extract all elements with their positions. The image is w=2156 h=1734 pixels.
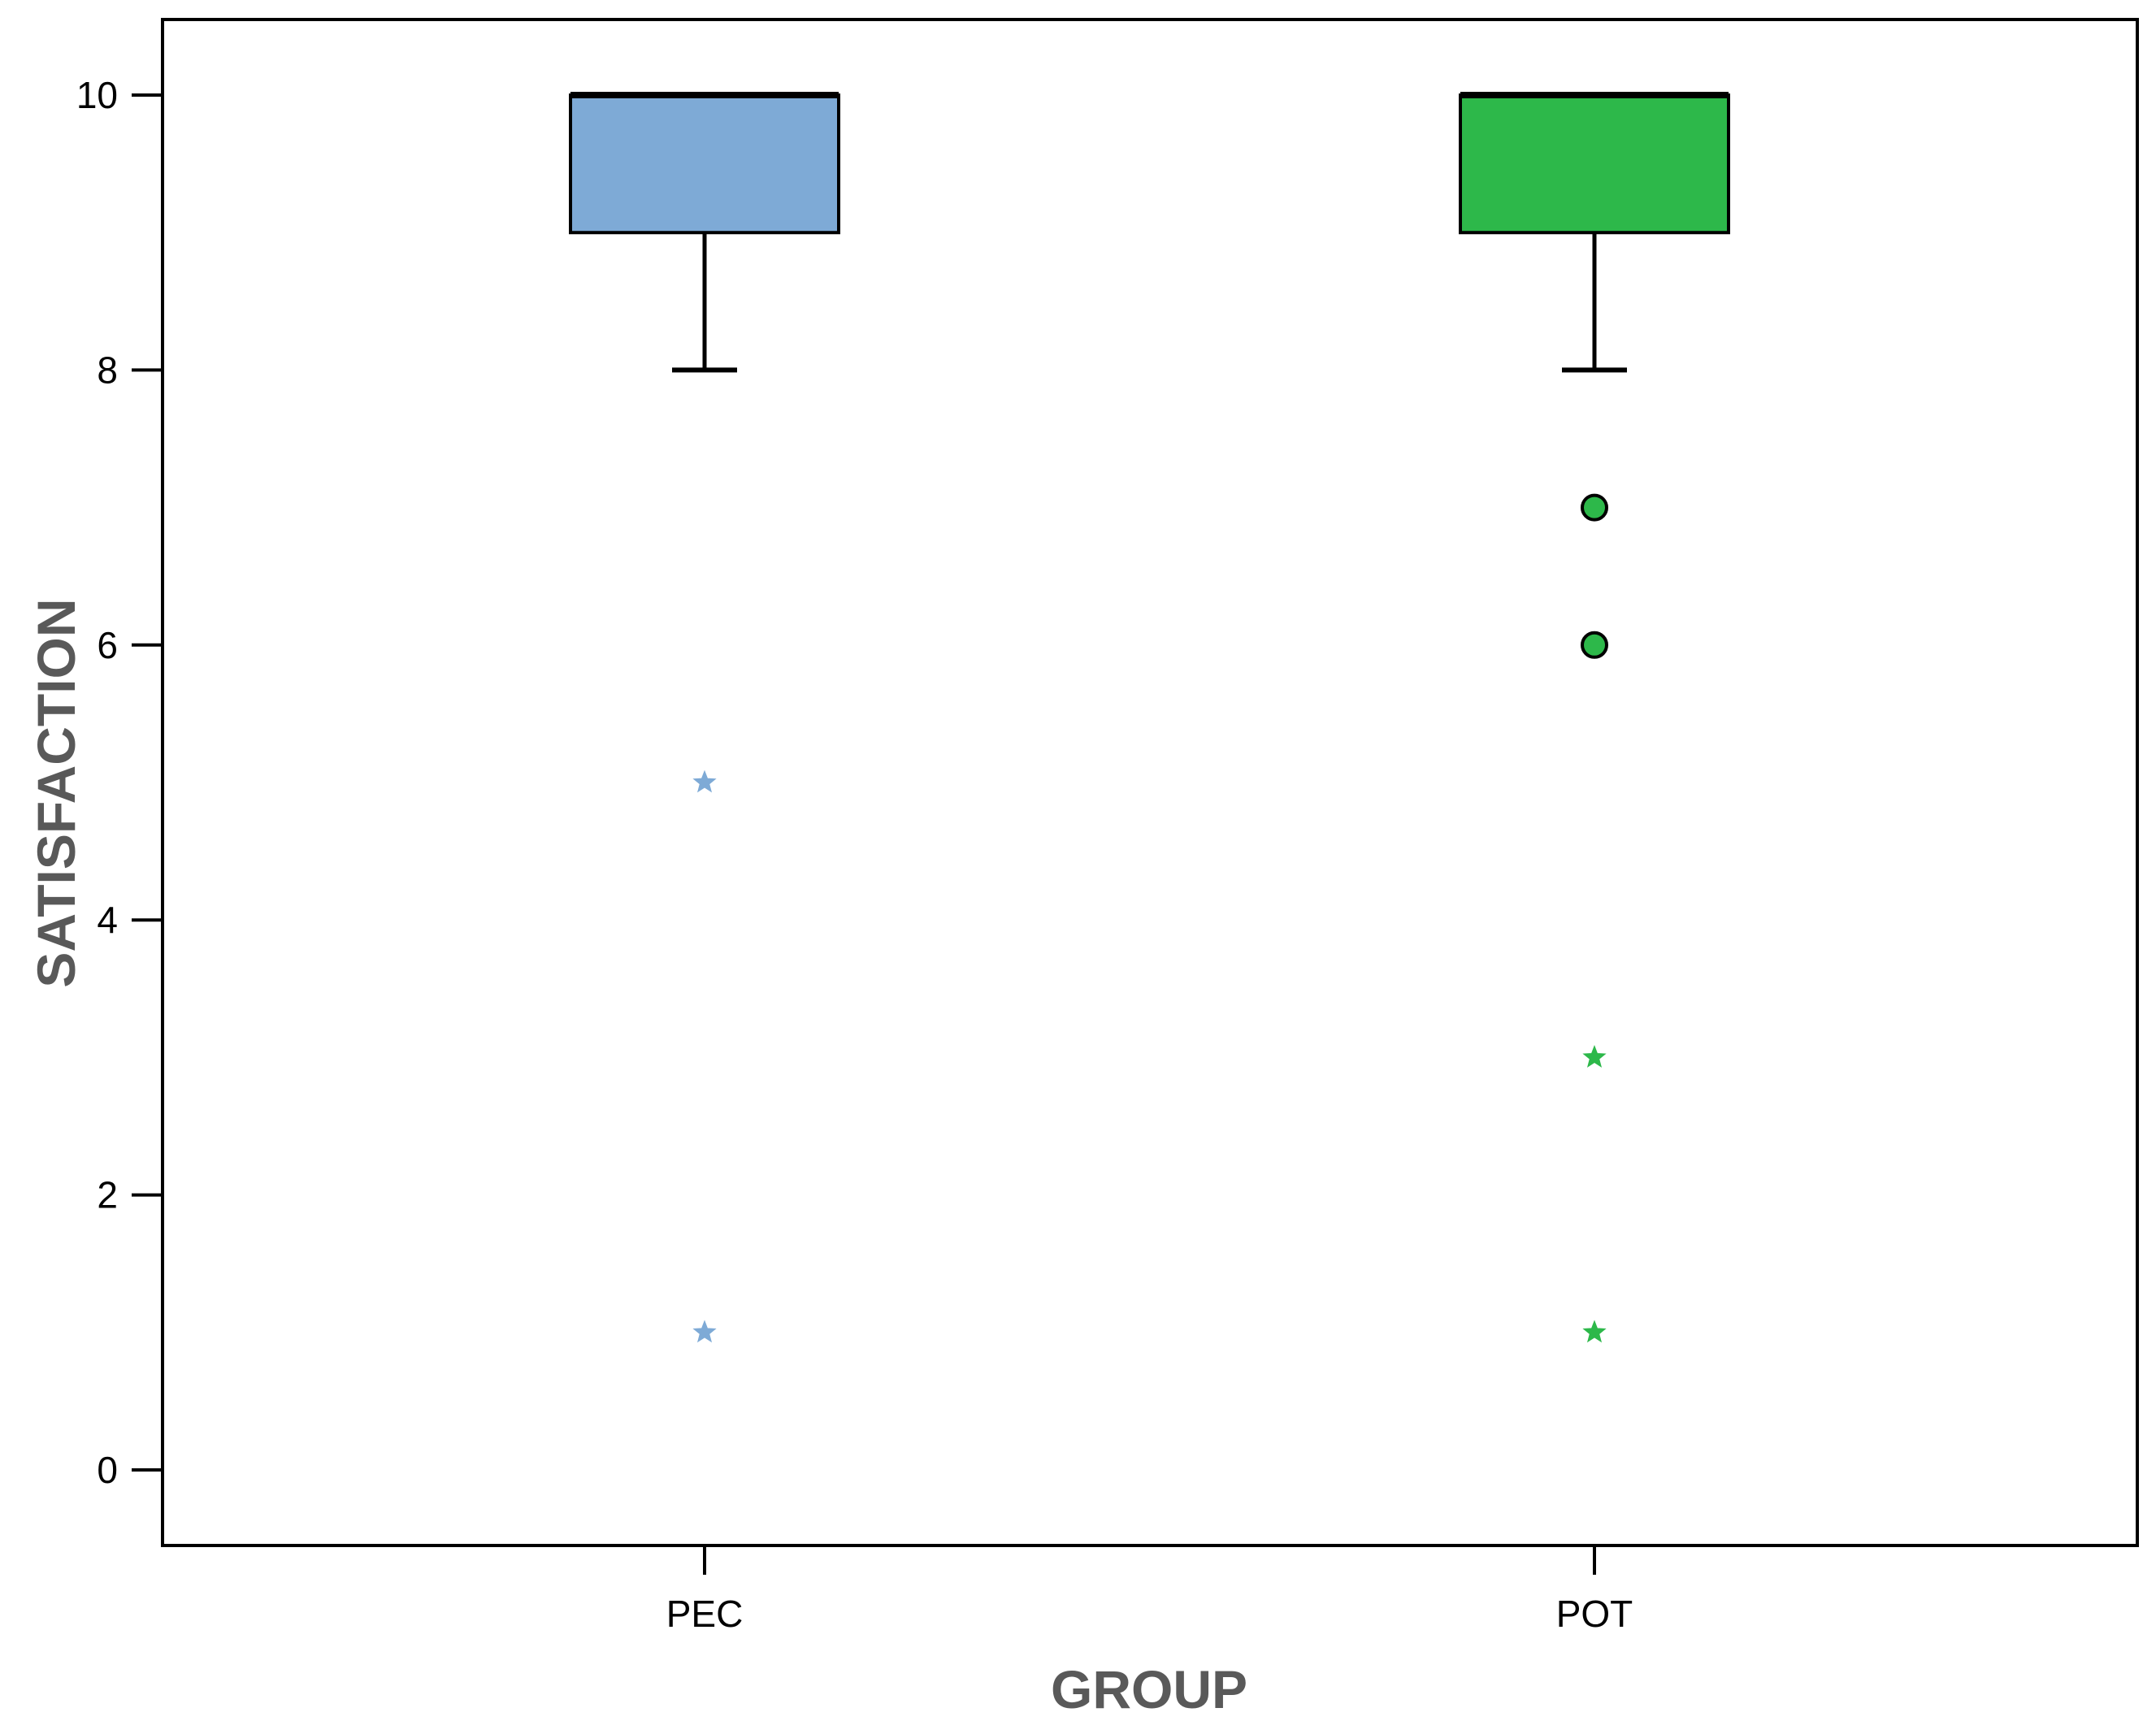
iqr-box (569, 93, 840, 235)
outlier-point (1581, 631, 1608, 659)
outlier-point (1581, 493, 1608, 522)
y-tick-label: 8 (97, 349, 118, 391)
extreme-point (1582, 1045, 1607, 1068)
y-axis-title: SATISFACTION (26, 598, 86, 987)
x-axis: PEC POT (666, 1545, 1633, 1635)
x-tick-label: POT (1556, 1593, 1633, 1635)
x-axis-title: GROUP (1051, 1659, 1247, 1719)
y-tick-label: 10 (76, 74, 118, 116)
y-tick-label: 4 (97, 899, 118, 941)
y-axis: 0 2 4 6 8 10 (76, 74, 163, 1491)
iqr-box (1459, 93, 1730, 235)
plot-frame (161, 18, 2139, 1547)
outlier-points (692, 493, 1608, 1343)
y-tick-label: 2 (97, 1174, 118, 1216)
y-tick-label: 6 (97, 624, 118, 666)
box-pot (1459, 92, 1730, 373)
x-tick-label: PEC (666, 1593, 744, 1635)
extreme-point (1582, 1320, 1607, 1343)
extreme-point (692, 1320, 717, 1343)
y-tick-label: 0 (97, 1449, 118, 1491)
extreme-point (692, 769, 717, 793)
box-pec (569, 92, 840, 373)
boxes (569, 92, 1730, 373)
